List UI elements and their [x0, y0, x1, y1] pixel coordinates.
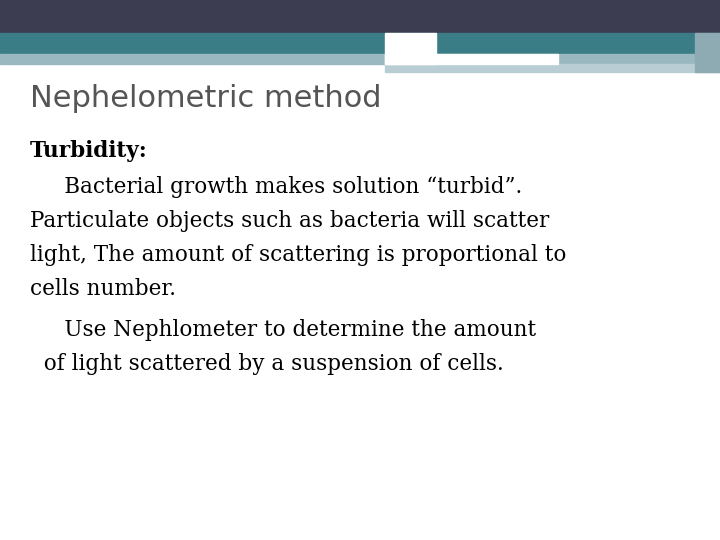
Text: light, The amount of scattering is proportional to: light, The amount of scattering is propo…: [30, 244, 567, 266]
Bar: [0, 0, 720, 33]
Text: Use Nephlometer to determine the amount: Use Nephlometer to determine the amount: [30, 319, 536, 341]
Bar: [385, 64, 720, 72]
Bar: [385, 33, 436, 64]
Bar: [695, 33, 720, 72]
Bar: [0, 33, 720, 54]
Text: Turbidity:: Turbidity:: [30, 140, 148, 163]
Text: Bacterial growth makes solution “turbid”.: Bacterial growth makes solution “turbid”…: [30, 176, 523, 198]
Text: cells number.: cells number.: [30, 278, 176, 300]
Bar: [385, 54, 558, 64]
Text: Nephelometric method: Nephelometric method: [30, 84, 382, 113]
Text: of light scattered by a suspension of cells.: of light scattered by a suspension of ce…: [30, 353, 504, 375]
Text: Particulate objects such as bacteria will scatter: Particulate objects such as bacteria wil…: [30, 210, 549, 232]
Bar: [0, 54, 720, 64]
